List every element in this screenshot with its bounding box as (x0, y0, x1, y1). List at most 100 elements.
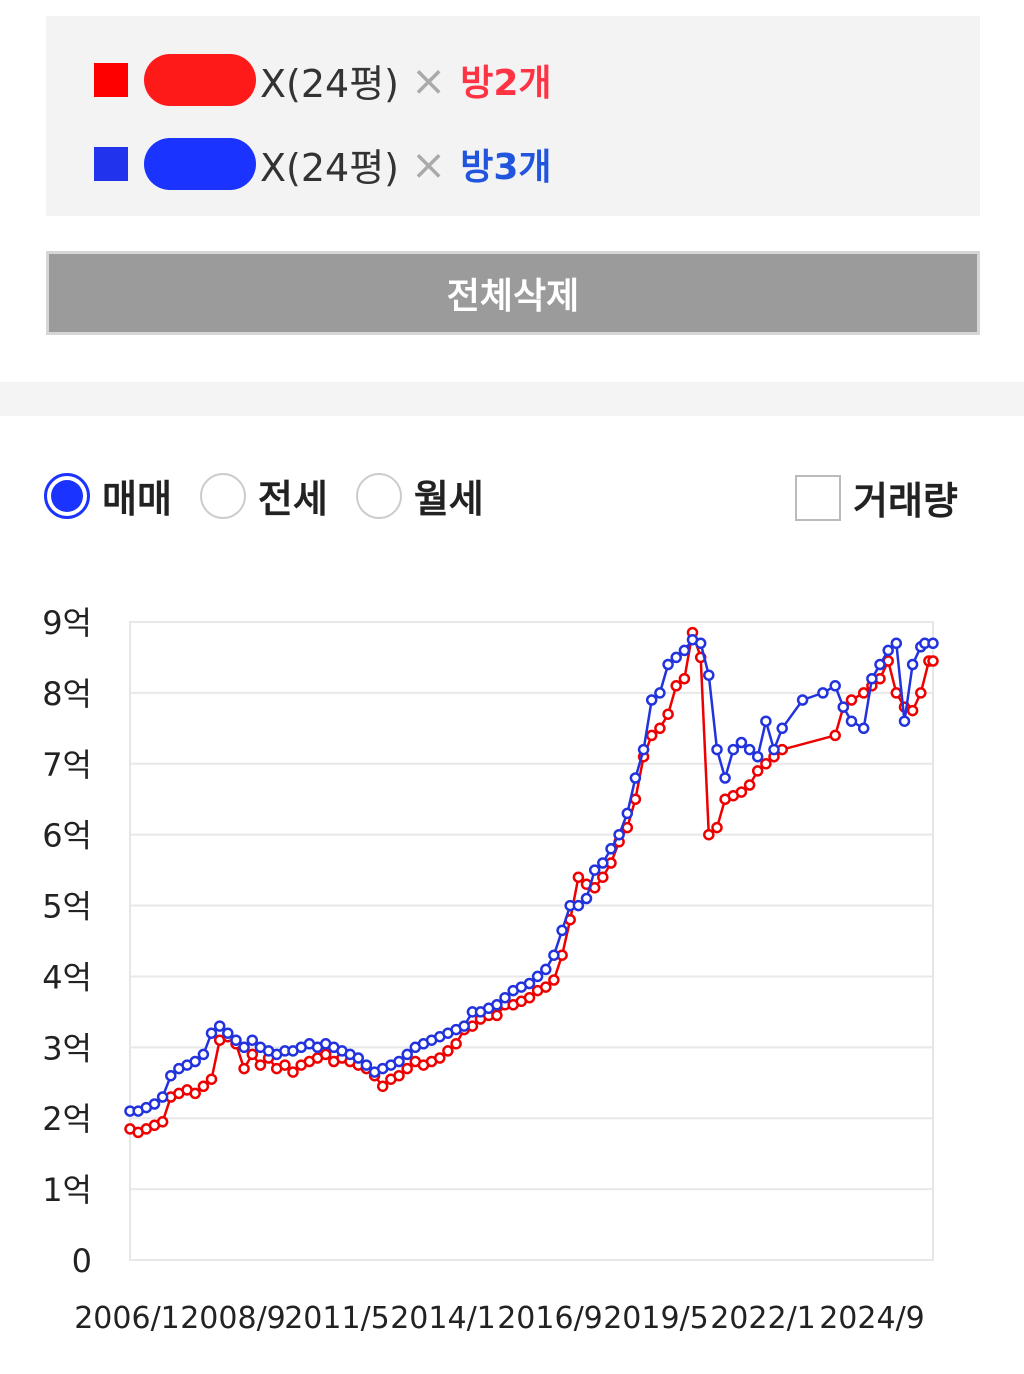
radio-jeonse[interactable]: 전세 (199, 468, 328, 523)
data-point (156, 1091, 169, 1103)
legend-swatch-red (94, 63, 128, 97)
data-point (694, 637, 707, 650)
data-point (393, 1055, 405, 1068)
data-point (254, 1059, 267, 1071)
data-point (829, 680, 841, 692)
data-point (845, 715, 858, 727)
data-point (197, 1080, 210, 1093)
x-tick-label: 2006/1 (74, 1301, 180, 1336)
data-point (637, 743, 650, 756)
legend-swatch-blue (94, 147, 128, 181)
data-point (393, 1069, 405, 1082)
data-point (743, 779, 756, 791)
x-tick-label: 2014/1 (390, 1301, 496, 1336)
data-point (751, 765, 764, 777)
price-chart: 0 1억 2억 3억 4억 5억 6억 7억 8억 9억 2006/1 2008/9 2011/5 201… (0, 580, 1024, 1360)
data-point (711, 743, 723, 756)
data-point (654, 687, 666, 699)
legend-box: X(24평) × 방2개 X(24평) × 방3개 (46, 16, 980, 216)
data-point (156, 1116, 169, 1128)
remove-icon[interactable]: × (411, 55, 447, 105)
data-point (776, 722, 788, 735)
data-point (829, 729, 841, 742)
data-point (678, 672, 691, 685)
data-point (213, 1020, 226, 1032)
data-point (629, 772, 642, 784)
data-point (906, 658, 919, 671)
radio-sale[interactable]: 매매 (44, 468, 172, 523)
data-point (743, 743, 756, 756)
data-point (711, 821, 723, 834)
data-point (796, 694, 809, 706)
data-point (279, 1059, 291, 1071)
y-tick-label: 7억 (42, 746, 92, 784)
radio-unselected-icon[interactable] (199, 472, 246, 519)
data-point (670, 680, 682, 692)
data-point (927, 655, 939, 667)
data-point (189, 1055, 201, 1068)
data-point (678, 644, 691, 657)
data-point (540, 981, 552, 993)
data-point (556, 924, 568, 937)
delete-all-button[interactable]: 전체삭제 (46, 251, 980, 335)
x-tick-label: 2011/5 (284, 1301, 390, 1336)
volume-label: 거래량 (853, 479, 958, 523)
radio-label: 월세 (413, 477, 484, 521)
y-tick-label: 8억 (42, 675, 92, 713)
data-point (442, 1045, 454, 1057)
data-point (768, 743, 780, 756)
y-tick-label: 0 (72, 1242, 92, 1280)
data-point (523, 977, 536, 990)
y-tick-label: 5억 (42, 888, 92, 926)
data-point (915, 687, 927, 699)
data-point (548, 949, 560, 961)
data-point (703, 828, 715, 841)
data-point (597, 871, 609, 883)
redaction-mark-red (144, 54, 256, 106)
data-point (572, 899, 585, 912)
remove-icon[interactable]: × (411, 139, 447, 189)
data-point (735, 786, 748, 798)
data-point (866, 672, 878, 685)
data-point (605, 843, 617, 855)
x-tick-label: 2016/9 (497, 1301, 603, 1336)
data-point (352, 1052, 365, 1064)
data-point (491, 1009, 503, 1022)
data-point (197, 1048, 210, 1061)
y-tick-label: 6억 (42, 817, 92, 855)
trade-type-radio-group: 매매 전세 월세 (44, 468, 512, 523)
data-point (874, 658, 886, 671)
data-point (751, 750, 764, 763)
data-point (376, 1080, 389, 1093)
data-point (458, 1020, 470, 1032)
data-point (621, 807, 634, 820)
data-point (760, 758, 772, 770)
data-point (205, 1027, 218, 1039)
data-point (662, 708, 674, 720)
data-point (760, 715, 772, 727)
data-point (662, 658, 674, 671)
radio-monthly-rent[interactable]: 월세 (355, 468, 484, 523)
data-point (597, 857, 609, 869)
redaction-mark-blue (144, 138, 256, 190)
data-point (401, 1048, 413, 1061)
radio-label: 매매 (102, 477, 172, 521)
radio-unselected-icon[interactable] (355, 472, 402, 519)
data-point (670, 651, 682, 664)
data-point (845, 694, 858, 706)
data-point (645, 694, 658, 706)
legend-room-label: 방2개 (460, 63, 552, 104)
data-point (890, 637, 903, 650)
data-point (837, 701, 850, 713)
volume-toggle[interactable]: 거래량 (795, 470, 958, 525)
data-point (890, 687, 903, 699)
volume-checkbox[interactable] (795, 474, 841, 521)
data-point (523, 991, 536, 1004)
data-point (287, 1066, 299, 1078)
section-divider (0, 382, 1024, 416)
data-point (898, 715, 911, 727)
y-tick-label: 1억 (42, 1171, 92, 1209)
data-point (189, 1087, 201, 1100)
radio-selected-icon[interactable] (44, 472, 90, 519)
data-point (927, 637, 939, 650)
